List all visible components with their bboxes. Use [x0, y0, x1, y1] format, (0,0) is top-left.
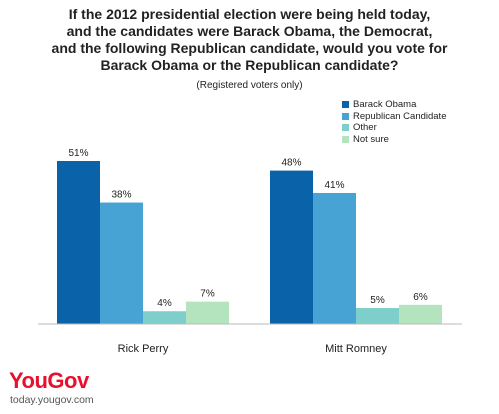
- bar: [143, 311, 186, 324]
- legend-item-obama: Barack Obama: [342, 99, 446, 111]
- bar: [186, 301, 229, 324]
- data-label: 6%: [413, 292, 428, 303]
- chart-title-line: If the 2012 presidential election were b…: [68, 6, 431, 22]
- yougov-logo: YouGov: [9, 370, 89, 392]
- bar: [313, 192, 356, 324]
- site-url: today.yougov.com: [10, 394, 94, 406]
- data-label: 4%: [157, 298, 172, 309]
- legend-swatch: [342, 112, 349, 120]
- data-label: 5%: [370, 295, 385, 306]
- data-label: 48%: [281, 158, 301, 169]
- legend-item-republican: Republican Candidate: [342, 111, 446, 123]
- chart-title-line: and the candidates were Barack Obama, th…: [66, 23, 433, 39]
- bar: [356, 308, 399, 324]
- legend-label: Other: [353, 122, 377, 134]
- legend-swatch: [342, 135, 349, 143]
- legend-swatch: [342, 124, 349, 132]
- category-label: Mitt Romney: [325, 343, 387, 355]
- legend-label: Not sure: [353, 133, 389, 145]
- legend-item-other: Other: [342, 122, 446, 134]
- chart-title: If the 2012 presidential election were b…: [0, 6, 499, 74]
- logo-you: You: [9, 368, 48, 393]
- data-label: 41%: [324, 180, 344, 191]
- bar: [270, 170, 313, 324]
- chart-title-line: and the following Republican candidate, …: [51, 40, 448, 56]
- logo-gov: Gov: [47, 368, 89, 393]
- data-label: 38%: [111, 190, 131, 201]
- data-label: 7%: [200, 289, 215, 300]
- chart-subtitle: (Registered voters only): [196, 80, 303, 91]
- chart-legend: Barack Obama Republican Candidate Other …: [342, 99, 446, 145]
- legend-item-not-sure: Not sure: [342, 134, 446, 146]
- chart-title-line: Barack Obama or the Republican candidate…: [100, 57, 399, 73]
- category-label: Rick Perry: [118, 343, 169, 355]
- legend-swatch: [342, 101, 349, 109]
- bar: [57, 161, 100, 324]
- bar: [399, 304, 442, 324]
- data-label: 51%: [68, 148, 88, 159]
- legend-label: Barack Obama: [353, 99, 417, 111]
- legend-label: Republican Candidate: [353, 110, 447, 122]
- bar: [100, 202, 143, 324]
